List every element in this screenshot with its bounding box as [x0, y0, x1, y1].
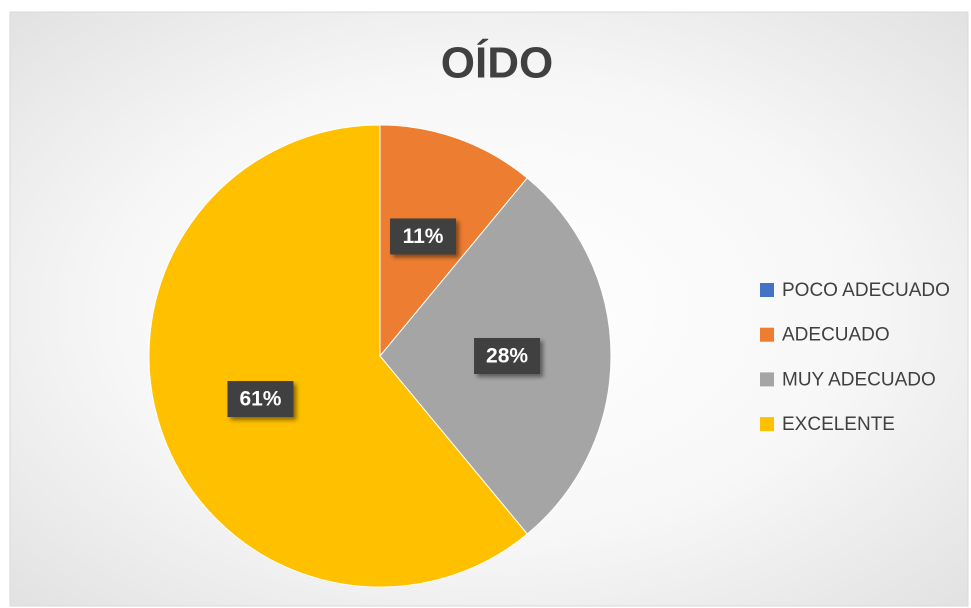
legend-swatch: [760, 283, 774, 297]
legend-swatch: [760, 417, 774, 432]
pie-slice: [148, 124, 528, 588]
data-label-box: [227, 381, 294, 418]
legend-label: MUY ADECUADO: [782, 369, 936, 390]
data-label-text: 11%: [403, 225, 444, 248]
data-label-text: 28%: [486, 345, 528, 368]
data-label: 61%: [227, 381, 294, 418]
data-label-text: 61%: [239, 388, 281, 411]
legend-label: EXCELENTE: [782, 414, 895, 435]
chart-title: OÍDO: [441, 38, 553, 88]
data-label-box: [390, 218, 457, 255]
legend-label: POCO ADECUADO: [782, 280, 950, 301]
data-label: 28%: [474, 338, 541, 374]
data-label-box: [474, 338, 541, 374]
data-label: 11%: [390, 218, 457, 255]
legend-swatch: [760, 372, 774, 387]
legend-label: ADECUADO: [782, 325, 890, 346]
legend-swatch: [760, 327, 774, 342]
